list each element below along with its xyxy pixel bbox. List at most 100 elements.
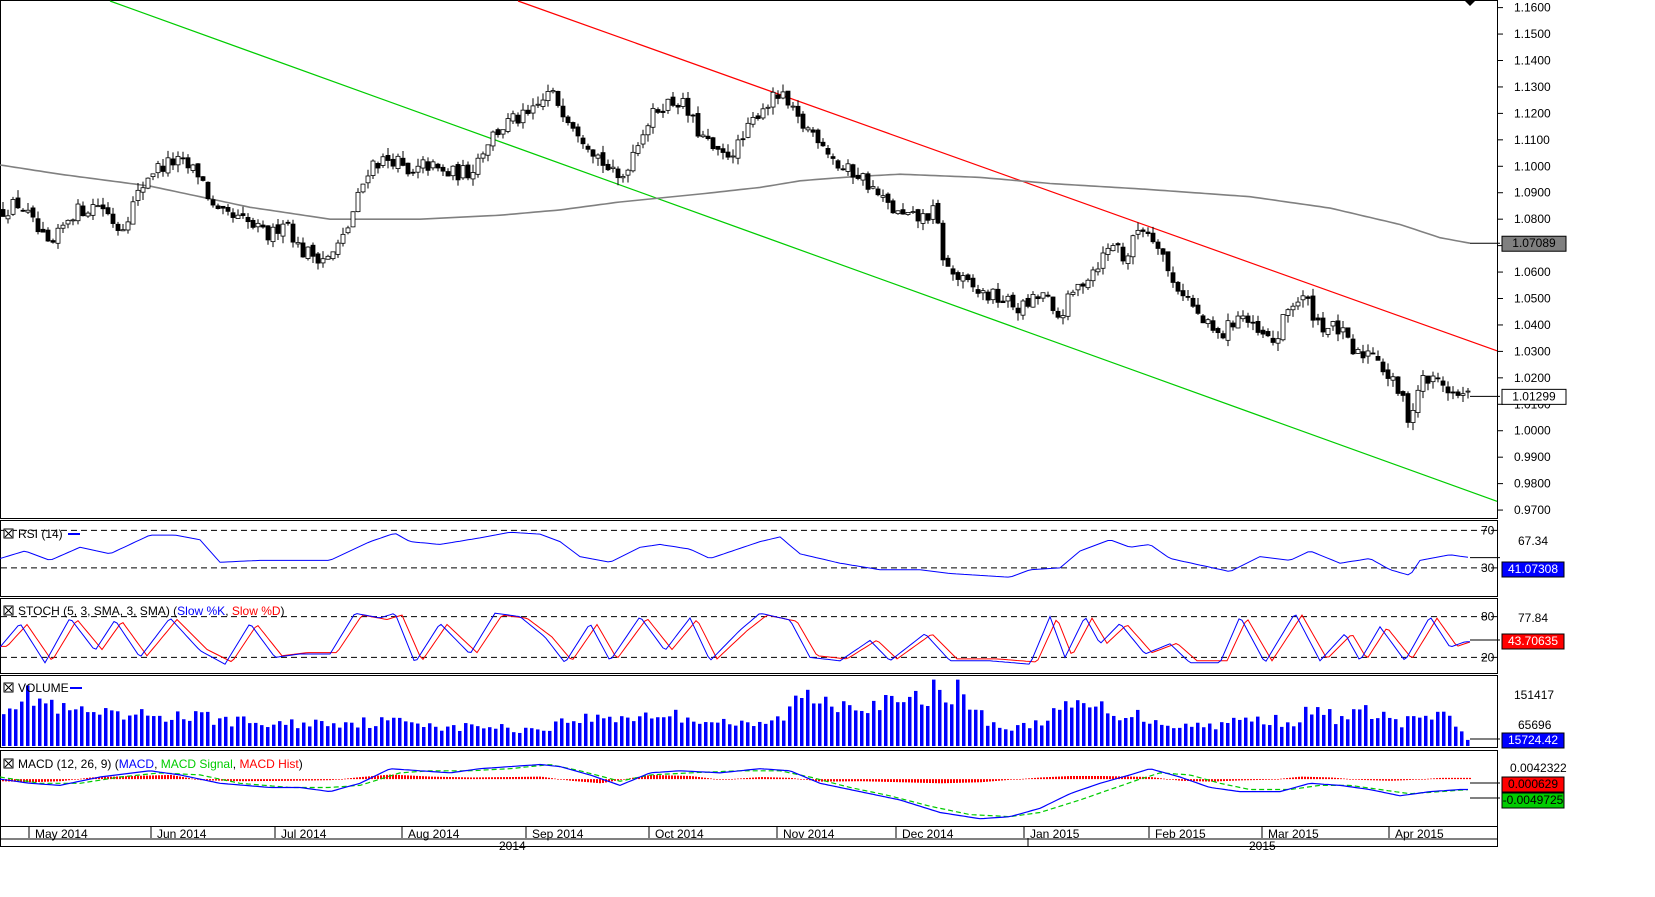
candle-body <box>1440 380 1446 386</box>
macd-hist-bar <box>1433 778 1435 780</box>
macd-hist-bar <box>1133 776 1135 780</box>
macd-hist-bar <box>464 777 466 780</box>
macd-hist-bar <box>455 777 457 780</box>
macd-hist-bar <box>1385 779 1387 781</box>
candle-body <box>1210 320 1216 331</box>
volume-bar <box>1280 726 1284 746</box>
volume-header: VOLUME <box>3 681 82 695</box>
macd-hist-bar <box>2 779 4 782</box>
rsi-header: RSI (14) <box>3 527 80 541</box>
macd-hist-bar <box>1253 779 1255 781</box>
candlestick <box>1440 376 1446 392</box>
stoch-header: STOCH (5, 3, SMA, 3, SMA) (Slow %K, Slow… <box>3 604 285 618</box>
candlestick <box>1455 389 1461 399</box>
volume-bar <box>368 727 372 746</box>
candle-body <box>215 205 221 209</box>
macd-hist-bar <box>227 779 229 781</box>
volume-bar <box>1088 707 1092 746</box>
volume-bar <box>248 723 252 746</box>
candlestick <box>1005 293 1011 308</box>
macd-hist-bar <box>1280 778 1282 780</box>
macd-hist-bar <box>47 779 49 782</box>
volume-bar <box>278 721 282 746</box>
volume-bar <box>476 726 480 746</box>
macd-hist-bar <box>971 779 973 783</box>
volume-bar <box>644 712 648 746</box>
price-tick-label: 0.9900 <box>1514 450 1551 464</box>
candlestick <box>885 192 891 210</box>
macd-hist-bar <box>323 779 325 781</box>
macd-hist-bar <box>71 779 73 780</box>
volume-bar <box>824 696 828 746</box>
macd-hist-bar <box>1442 777 1444 780</box>
candle-body <box>750 116 756 125</box>
candlestick <box>425 157 431 176</box>
volume-bar <box>704 722 708 746</box>
candlestick <box>375 161 381 174</box>
macd-hist-bar <box>788 777 790 780</box>
macd-hist-bar <box>1169 779 1171 780</box>
price-tick-label: 1.1200 <box>1514 106 1551 120</box>
candlestick <box>380 153 386 168</box>
volume-bar <box>1370 719 1374 746</box>
volume-bar <box>44 703 48 746</box>
candle-body <box>1260 329 1266 335</box>
volume-bar <box>1202 727 1206 746</box>
macd-tick-label: 0.0042322 <box>1510 761 1567 775</box>
candle-body <box>350 211 356 228</box>
macd-hist-bar <box>557 778 559 780</box>
candlestick <box>1345 327 1351 339</box>
candlestick <box>170 152 176 170</box>
candle-body <box>85 212 91 217</box>
candlestick <box>90 198 96 220</box>
macd-hist-bar <box>758 777 760 780</box>
volume-bar <box>782 720 786 746</box>
candlestick <box>385 147 391 169</box>
candlestick <box>85 211 91 218</box>
macd-hist-bar <box>701 777 703 780</box>
candlestick <box>1270 330 1276 346</box>
candle-body <box>345 227 351 234</box>
volume-bar <box>110 710 114 746</box>
candle-body <box>1145 231 1151 234</box>
candle-body <box>385 154 391 161</box>
month-tick-label: Jan 2015 <box>1030 827 1080 841</box>
candle-body <box>1225 320 1231 341</box>
macd-hist-bar <box>1007 779 1009 780</box>
macd-close-icon-cross <box>4 759 13 768</box>
candle-body <box>515 114 521 124</box>
macd-hist-bar <box>449 777 451 780</box>
volume-bar <box>1046 720 1050 746</box>
candle-body <box>225 207 231 212</box>
volume-bar <box>1448 715 1452 746</box>
volume-bar <box>128 715 132 746</box>
rsi-panel-frame <box>0 520 1498 597</box>
candlestick <box>800 111 806 133</box>
stoch-label: STOCH (5, 3, SMA, 3, SMA) (Slow %K, Slow… <box>18 604 285 618</box>
macd-hist-bar <box>1355 779 1357 780</box>
macd-hist-bar <box>245 779 247 782</box>
macd-hist-bar <box>1412 779 1414 780</box>
volume-bar <box>902 702 906 746</box>
rsi-level-label: 70 <box>1481 523 1495 537</box>
candlestick <box>1395 376 1401 396</box>
candle-body <box>140 187 146 193</box>
candlestick <box>1110 243 1116 252</box>
candlestick <box>930 199 936 224</box>
candle-body <box>445 171 451 177</box>
volume-bar <box>1052 708 1056 746</box>
volume-bar <box>1400 727 1404 746</box>
candlestick <box>420 156 426 174</box>
macd-hist-bar <box>155 775 157 780</box>
candle-body <box>620 176 626 179</box>
candlestick <box>210 195 216 208</box>
candlestick <box>1105 243 1111 262</box>
candle-body <box>25 209 31 213</box>
macd-hist-bar <box>368 776 370 780</box>
candle-body <box>290 223 296 243</box>
macd-hist-bar <box>911 779 913 783</box>
macd-hist-bar <box>1256 779 1258 781</box>
candlestick <box>660 103 666 118</box>
volume-bar <box>764 723 768 746</box>
candle-body <box>960 275 966 282</box>
